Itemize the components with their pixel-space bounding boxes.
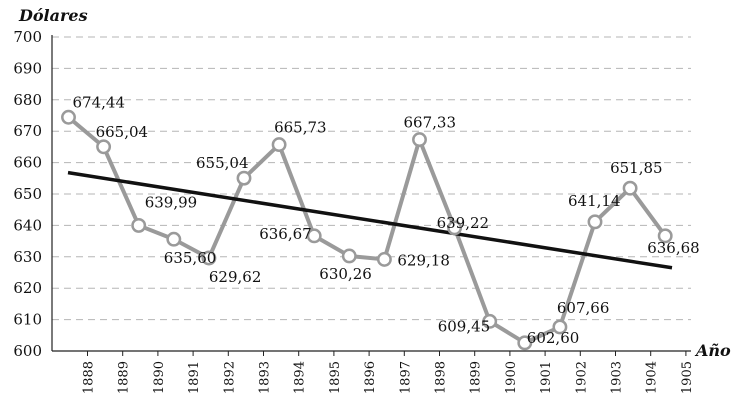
data-label: 667,33 — [404, 114, 457, 132]
data-point — [131, 217, 147, 233]
x-tick-label: 1904 — [645, 361, 660, 394]
data-label: 641,14 — [568, 192, 621, 210]
data-point — [96, 139, 112, 155]
y-tick-label: 700 — [13, 28, 42, 46]
data-label: 607,66 — [557, 299, 610, 317]
data-point — [306, 228, 322, 244]
x-tick-labels: 1888 1889 1890 1891 1892 1893 1894 1895 1896 1897… — [82, 361, 695, 394]
x-tick-label: 1889 — [117, 361, 132, 394]
y-tick-label: 690 — [13, 59, 42, 77]
y-tick-label: 670 — [13, 122, 42, 140]
x-tick-label: 1897 — [398, 361, 413, 394]
x-tick-label: 1888 — [82, 361, 97, 394]
data-point — [517, 335, 533, 351]
data-point — [622, 180, 638, 196]
data-point — [341, 248, 357, 264]
y-tick-label: 680 — [13, 91, 42, 109]
data-point — [657, 228, 673, 244]
y-tick-label: 630 — [13, 248, 42, 266]
x-tick-label: 1892 — [222, 361, 237, 394]
x-tick-label: 1900 — [504, 361, 519, 394]
data-point — [482, 313, 498, 329]
x-tick-label: 1896 — [363, 361, 378, 394]
x-tick-label: 1890 — [152, 361, 167, 394]
data-label: 674,44 — [73, 93, 126, 111]
y-tick-label: 660 — [13, 154, 42, 172]
data-label: 609,45 — [438, 317, 491, 335]
data-point — [61, 109, 76, 125]
x-axis-title: Año — [694, 341, 731, 360]
x-tick-label: 1894 — [293, 361, 308, 394]
x-tick-label: 1898 — [434, 361, 449, 394]
data-label: 639,99 — [145, 193, 198, 211]
data-point — [587, 214, 603, 230]
x-tick-label: 1899 — [469, 361, 484, 394]
x-tick-label: 1901 — [539, 361, 554, 394]
data-point — [236, 170, 252, 186]
data-points — [61, 109, 673, 351]
trend-line-group — [67, 170, 673, 270]
data-point — [376, 251, 392, 267]
y-axis-title: Dólares — [18, 6, 88, 25]
data-label: 630,26 — [319, 265, 372, 283]
x-tick-label: 1895 — [328, 361, 343, 394]
x-tick-label: 1902 — [574, 361, 589, 394]
trend-line — [67, 170, 673, 270]
data-point — [201, 250, 217, 266]
data-point — [166, 231, 182, 247]
x-tick-label: 1891 — [187, 361, 202, 394]
data-label: 665,04 — [96, 123, 149, 141]
x-tick-label: 1903 — [610, 361, 625, 394]
data-point — [447, 220, 463, 236]
y-tick-label: 610 — [13, 311, 42, 329]
data-point — [271, 137, 287, 153]
axes — [51, 35, 691, 356]
data-point — [412, 132, 427, 148]
x-tick-label: 1893 — [258, 361, 273, 394]
y-tick-label: 640 — [13, 216, 42, 234]
data-label: 639,22 — [437, 214, 490, 232]
data-label: 629,62 — [209, 268, 262, 286]
data-label: 635,60 — [164, 249, 217, 267]
data-label: 665,73 — [274, 119, 327, 137]
data-label: 636,68 — [647, 239, 700, 257]
data-label: 655,04 — [196, 154, 249, 172]
data-label: 651,85 — [610, 159, 663, 177]
data-label: 629,18 — [397, 251, 450, 269]
x-tick-label: 1905 — [680, 361, 695, 394]
data-label: 636,67 — [259, 225, 312, 243]
data-point — [552, 319, 568, 335]
y-tick-label: 600 — [13, 342, 42, 360]
y-tick-labels: 600 610 620 630 640 650 660 670 680 690 700 — [13, 28, 42, 360]
y-tick-label: 650 — [13, 185, 42, 203]
data-label: 602,60 — [527, 329, 580, 347]
y-tick-label: 620 — [13, 279, 42, 297]
